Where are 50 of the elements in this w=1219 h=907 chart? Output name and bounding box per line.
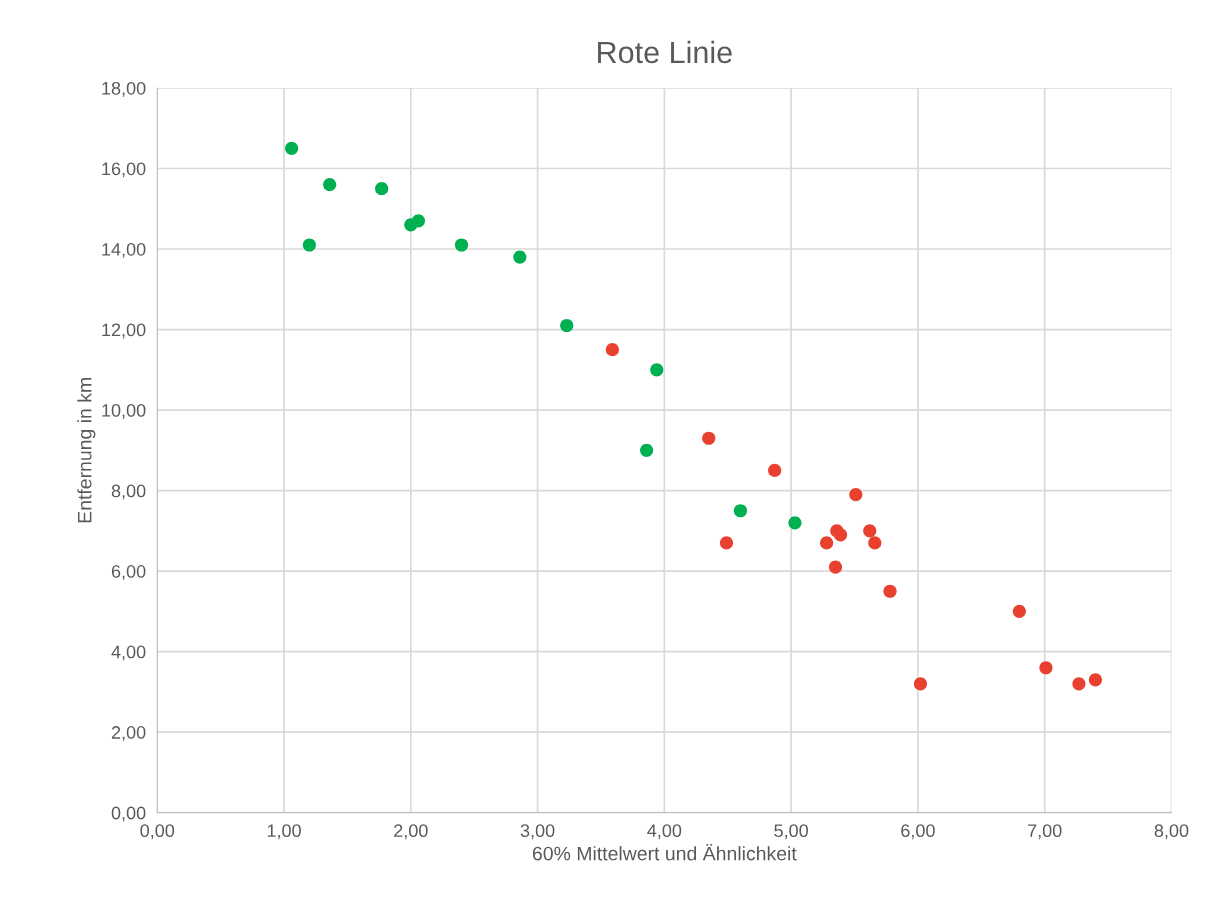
point <box>702 431 716 445</box>
chart-title: Rote Linie <box>598 40 732 64</box>
point <box>788 516 802 530</box>
point <box>1088 673 1102 687</box>
x-tick-label: 3,00 <box>520 824 555 840</box>
x-tick-label: 0,00 <box>140 824 175 840</box>
point <box>1039 661 1053 675</box>
x-tick-label: 4,00 <box>647 824 682 840</box>
point <box>820 536 834 550</box>
point <box>323 178 337 192</box>
point <box>849 488 863 502</box>
y-tick-label: 8,00 <box>111 484 146 500</box>
x-tick-label: 5,00 <box>774 824 808 840</box>
y-tick-label: 10,00 <box>102 404 146 419</box>
x-axis-title: 60% Mittelwert und Ähnlichkeit <box>532 843 797 861</box>
point <box>640 443 654 457</box>
x-tick-label: 8,00 <box>1154 824 1189 840</box>
point <box>411 214 425 228</box>
y-tick-label: 18,00 <box>102 81 146 97</box>
point <box>650 363 664 377</box>
point <box>513 250 527 264</box>
point <box>560 318 574 333</box>
x-tick-label: 7,00 <box>1028 824 1062 840</box>
y-tick-label: 0,00 <box>111 806 146 822</box>
point <box>913 677 928 691</box>
point <box>605 343 619 357</box>
y-axis-title: Entfernung in km <box>77 378 96 523</box>
y-tick-label: 4,00 <box>111 645 146 661</box>
point <box>863 524 877 538</box>
y-tick-label: 2,00 <box>111 726 146 741</box>
point <box>285 141 299 155</box>
x-tick-label: 6,00 <box>901 824 935 840</box>
x-tick-label: 2,00 <box>394 824 428 840</box>
point <box>733 504 748 518</box>
point <box>868 536 882 550</box>
x-tick-label: 1,00 <box>267 824 301 840</box>
point <box>302 238 316 252</box>
point <box>719 536 734 550</box>
y-tick-label: 6,00 <box>111 565 146 580</box>
y-tick-label: 14,00 <box>102 242 146 258</box>
point <box>454 238 469 252</box>
point <box>1072 677 1086 691</box>
point <box>833 528 848 542</box>
point <box>883 584 897 598</box>
y-tick-label: 16,00 <box>102 162 146 178</box>
point <box>828 560 843 574</box>
y-tick-label: 12,00 <box>102 323 146 339</box>
point <box>1012 604 1026 618</box>
point <box>375 182 389 196</box>
point <box>768 463 782 478</box>
